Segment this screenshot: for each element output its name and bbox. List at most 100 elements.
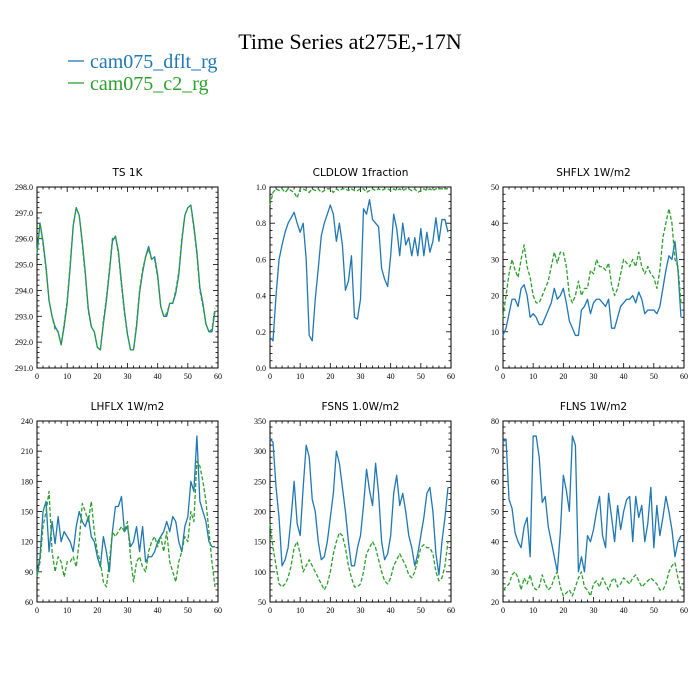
x-tick-label-flns: 60 xyxy=(680,606,688,615)
series-line-cldlow-c2 xyxy=(269,188,448,206)
x-tick-label-shflx: 0 xyxy=(501,372,505,381)
y-tick-label-ts: 295.0 xyxy=(15,261,33,270)
y-tick-label-fsns: 200 xyxy=(254,508,266,517)
panel-title-lhflx: LHFLX 1W/m2 xyxy=(91,401,165,413)
y-tick-label-cldlow: 0.0 xyxy=(256,364,266,373)
series-line-flns-dflt xyxy=(502,435,682,573)
y-tick-label-flns: 50 xyxy=(491,508,499,517)
y-tick-label-fsns: 50 xyxy=(258,598,266,607)
y-tick-label-fsns: 250 xyxy=(254,477,266,486)
x-tick-label-flns: 20 xyxy=(559,606,567,615)
y-tick-label-lhflx: 210 xyxy=(21,447,33,456)
x-tick-label-flns: 10 xyxy=(529,606,537,615)
x-tick-label-shflx: 30 xyxy=(590,372,598,381)
series-line-cldlow-dflt xyxy=(269,199,449,342)
x-tick-label-flns: 30 xyxy=(590,606,598,615)
y-tick-label-flns: 80 xyxy=(491,417,499,426)
y-tick-label-fsns: 150 xyxy=(254,538,266,547)
x-tick-label-lhflx: 20 xyxy=(93,606,101,615)
panel-title-ts: TS 1K xyxy=(112,167,144,179)
x-tick-label-flns: 50 xyxy=(650,606,658,615)
x-tick-label-ts: 50 xyxy=(184,372,192,381)
y-tick-label-cldlow: 0.8 xyxy=(256,219,266,228)
y-tick-label-fsns: 300 xyxy=(254,447,266,456)
series-line-fsns-dflt xyxy=(269,438,449,576)
x-tick-label-lhflx: 0 xyxy=(35,606,39,615)
y-tick-label-ts: 292.0 xyxy=(15,338,33,347)
plot-frame-fsns xyxy=(269,420,452,603)
series-line-shflx-dflt xyxy=(502,240,682,337)
x-tick-label-shflx: 60 xyxy=(680,372,688,381)
y-tick-label-flns: 60 xyxy=(491,477,499,486)
x-tick-label-ts: 10 xyxy=(63,372,71,381)
x-tick-label-ts: 30 xyxy=(124,372,132,381)
y-tick-label-shflx: 0 xyxy=(495,364,499,373)
y-tick-label-cldlow: 0.2 xyxy=(256,328,266,337)
y-tick-label-shflx: 10 xyxy=(491,328,499,337)
y-tick-label-flns: 40 xyxy=(491,538,499,547)
x-tick-label-fsns: 20 xyxy=(326,606,334,615)
x-tick-label-lhflx: 60 xyxy=(214,606,222,615)
series-line-lhflx-dflt xyxy=(36,435,215,574)
panel-cldlow: CLDLOW 1fraction 0 10 20 30 40 50 60 0.0 0.2 0.4 0… xyxy=(256,167,455,381)
y-tick-label-lhflx: 120 xyxy=(21,538,33,547)
x-tick-label-fsns: 50 xyxy=(417,606,425,615)
plot-frame-ts xyxy=(36,186,219,369)
series-line-ts-c2 xyxy=(36,204,216,351)
y-tick-label-shflx: 40 xyxy=(491,219,499,228)
x-tick-label-shflx: 20 xyxy=(559,372,567,381)
panel-title-cldlow: CLDLOW 1fraction xyxy=(313,167,409,179)
plot-frame-cldlow xyxy=(269,186,452,369)
x-tick-label-cldlow: 30 xyxy=(357,372,365,381)
legend-label-c2: cam075_c2_rg xyxy=(90,73,209,95)
y-tick-label-lhflx: 60 xyxy=(25,598,33,607)
y-tick-label-cldlow: 1.0 xyxy=(256,183,266,192)
x-tick-label-fsns: 10 xyxy=(296,606,304,615)
x-tick-label-ts: 0 xyxy=(35,372,39,381)
x-tick-label-lhflx: 10 xyxy=(63,606,71,615)
y-tick-label-lhflx: 180 xyxy=(21,477,33,486)
y-tick-label-flns: 20 xyxy=(491,598,499,607)
y-tick-label-lhflx: 240 xyxy=(21,417,33,426)
x-tick-label-cldlow: 20 xyxy=(326,372,334,381)
x-tick-label-lhflx: 30 xyxy=(124,606,132,615)
x-tick-label-fsns: 60 xyxy=(447,606,455,615)
x-tick-label-fsns: 0 xyxy=(268,606,272,615)
x-tick-label-ts: 20 xyxy=(93,372,101,381)
panel-title-fsns: FSNS 1.0W/m2 xyxy=(322,401,400,413)
x-tick-label-flns: 40 xyxy=(620,606,628,615)
x-tick-label-cldlow: 0 xyxy=(268,372,272,381)
x-tick-label-fsns: 30 xyxy=(357,606,365,615)
series-line-ts-dflt xyxy=(36,204,216,351)
y-tick-label-ts: 291.0 xyxy=(15,364,33,373)
x-tick-label-shflx: 50 xyxy=(650,372,658,381)
x-tick-label-shflx: 10 xyxy=(529,372,537,381)
y-tick-label-cldlow: 0.4 xyxy=(256,292,266,301)
y-tick-label-ts: 297.0 xyxy=(15,209,33,218)
y-tick-label-shflx: 20 xyxy=(491,292,499,301)
y-tick-label-flns: 70 xyxy=(491,447,499,456)
y-tick-label-fsns: 350 xyxy=(254,417,266,426)
y-tick-label-shflx: 50 xyxy=(491,183,499,192)
series-line-shflx-c2 xyxy=(502,208,682,318)
y-tick-label-ts: 298.0 xyxy=(15,183,33,192)
panel-fsns: FSNS 1.0W/m2 0 10 20 30 40 50 60 50 100 150 200 250… xyxy=(254,401,455,615)
panel-ts: TS 1K 0 10 20 30 40 50 60 291.0 292.0 293.0 294.0 2… xyxy=(15,167,222,381)
x-tick-label-lhflx: 50 xyxy=(184,606,192,615)
panel-title-shflx: SHFLX 1W/m2 xyxy=(556,167,631,179)
series-line-flns-c2 xyxy=(502,562,682,597)
panel-flns: FLNS 1W/m2 0 10 20 30 40 50 60 20 30 40 50 60 70 80 xyxy=(491,401,688,615)
legend: cam075_dflt_rg cam075_c2_rg xyxy=(68,51,217,95)
x-tick-label-cldlow: 60 xyxy=(447,372,455,381)
figure-title: Time Series at275E,-17N xyxy=(238,29,462,54)
series-line-lhflx-c2 xyxy=(36,460,216,588)
y-tick-label-lhflx: 150 xyxy=(21,508,33,517)
legend-label-dflt: cam075_dflt_rg xyxy=(90,51,217,73)
x-tick-label-flns: 0 xyxy=(501,606,505,615)
series-line-fsns-c2 xyxy=(269,523,449,591)
y-tick-label-ts: 293.0 xyxy=(15,312,33,321)
x-tick-label-ts: 40 xyxy=(154,372,162,381)
y-tick-label-fsns: 100 xyxy=(254,568,266,577)
x-tick-label-ts: 60 xyxy=(214,372,222,381)
panel-shflx: SHFLX 1W/m2 0 10 20 30 40 50 60 0 10 20 30 40 50 xyxy=(491,167,688,381)
